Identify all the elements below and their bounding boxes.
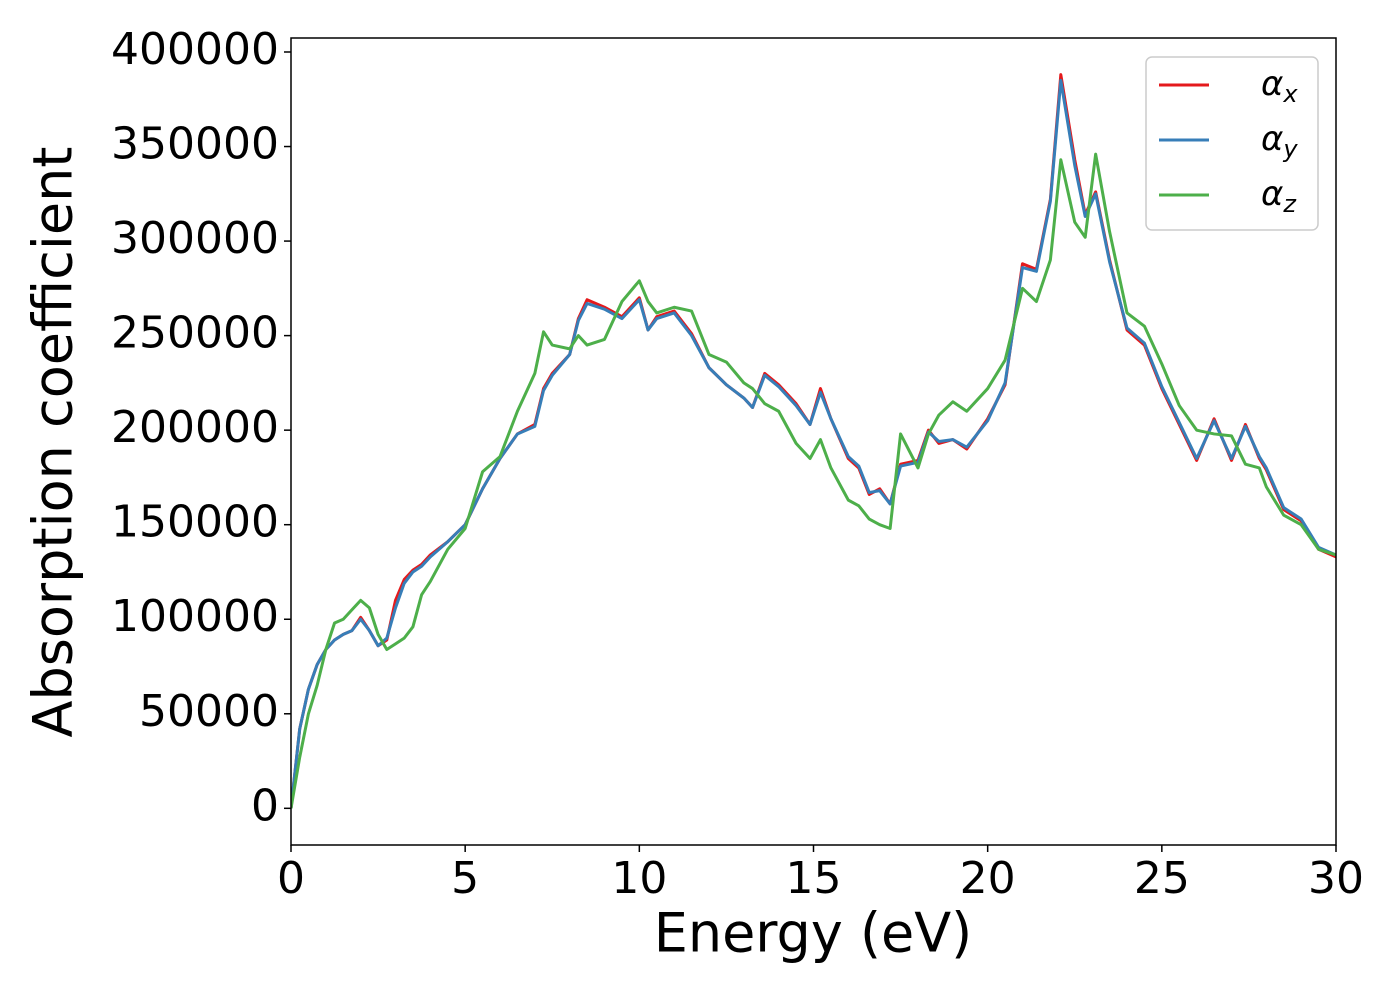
legend-label: αz	[1261, 174, 1297, 219]
x-tick-label: 5	[451, 853, 479, 904]
x-tick-label: 20	[960, 853, 1016, 904]
series-line	[291, 152, 1336, 809]
y-tick-label: 150000	[111, 497, 279, 548]
series-line	[291, 78, 1336, 809]
plot-frame	[290, 37, 1337, 846]
x-axis-label: Energy (eV)	[654, 902, 973, 965]
x-tick-label: 10	[611, 853, 667, 904]
y-tick-label: 300000	[111, 213, 279, 264]
x-tick-label: 0	[277, 853, 305, 904]
legend-label: αy	[1261, 119, 1298, 164]
y-tick-label: 350000	[111, 119, 279, 170]
y-axis-label: Absorption coefficient	[22, 147, 85, 738]
legend-label: αx	[1261, 64, 1298, 109]
y-tick-label: 50000	[139, 686, 279, 737]
legend-box	[1145, 56, 1319, 231]
x-tick-label: 30	[1308, 853, 1364, 904]
y-tick-label: 250000	[111, 308, 279, 359]
y-tick-label: 0	[251, 780, 279, 831]
y-tick-label: 200000	[111, 402, 279, 453]
y-tick-label: 400000	[111, 24, 279, 75]
x-tick-label: 15	[786, 853, 842, 904]
x-tick-label: 25	[1134, 853, 1190, 904]
y-tick-label: 100000	[111, 591, 279, 642]
